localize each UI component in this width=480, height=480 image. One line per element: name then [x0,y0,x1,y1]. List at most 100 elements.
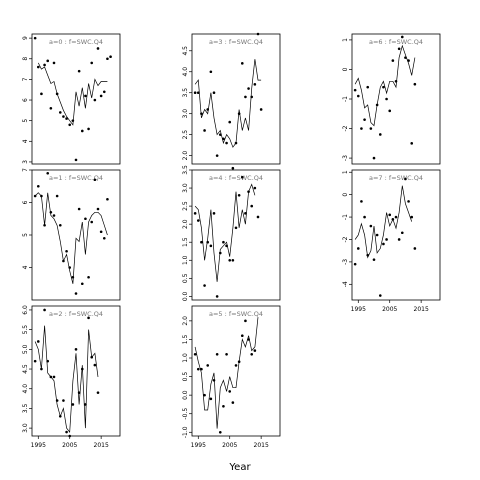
data-point [40,92,43,96]
data-point [388,109,392,113]
data-point [253,83,257,86]
data-point [397,238,401,241]
data-point [360,127,363,130]
data-point [222,240,225,244]
y-tick-label: 4.0 [22,384,29,394]
data-point [96,47,100,50]
y-tick-label: 1 [342,170,349,174]
data-point [372,156,376,160]
data-point [397,47,401,51]
y-tick-label: 4 [22,265,29,269]
x-tick-label: 2005 [382,306,397,313]
data-point [247,87,250,90]
data-point [240,334,244,338]
data-point [413,82,417,86]
data-point [68,266,72,269]
data-point [228,120,232,124]
data-point [52,61,56,65]
panel-title: a=1 : f=SWC.Q4 [49,174,103,182]
data-point [231,258,235,262]
data-point [77,69,81,73]
data-point [80,129,84,133]
y-tick-label: -4 [342,281,349,287]
y-tick-label: 3.5 [22,403,29,413]
y-tick-label: -3 [342,155,349,161]
y-tick-label: 5.5 [22,325,29,335]
data-point [36,340,40,343]
x-tick-label: 2005 [62,442,77,449]
data-point [49,210,53,214]
data-point [200,367,203,371]
data-point [43,63,46,67]
data-point [391,218,395,221]
data-point [58,415,62,418]
data-point [106,57,109,61]
data-point [240,62,244,65]
data-point [366,85,370,89]
data-point [244,95,247,99]
data-point [372,258,376,261]
data-point [234,364,238,367]
data-point [36,184,40,188]
data-point [206,108,210,111]
data-point [84,403,87,406]
data-point [356,94,360,98]
y-tick-label: 8 [22,57,29,61]
data-point [68,123,72,127]
y-tick-label: -2 [342,236,349,242]
data-point [382,85,385,89]
data-point [237,360,241,364]
data-point [231,401,235,404]
data-point [33,359,37,363]
data-point [46,359,50,363]
data-point [244,212,247,215]
data-point [102,236,106,240]
data-point [84,94,87,98]
data-point [356,247,360,250]
data-point [84,217,87,221]
y-tick-label: 7 [22,168,29,172]
panel-a4: a=4 : f=SWC.Q4 0.0 0.5 1.0 1.5 2.0 2.5 3.0 3.5 [182,165,281,301]
data-point [206,240,210,244]
data-point [410,215,414,219]
panel-title: a=0 : f=SWC.Q4 [49,38,103,46]
data-point [369,127,373,130]
data-point [212,212,216,215]
data-point [404,177,407,181]
panel-a1: a=1 : f=SWC.Q4 4 5 6 7 [22,168,121,301]
data-point [203,284,206,287]
data-point [394,79,398,83]
panel-frame [31,33,121,165]
data-point [247,190,250,193]
data-point [96,207,100,211]
data-point [404,56,407,59]
y-tick-label: 0.5 [182,372,189,382]
data-point [99,230,103,234]
panel-frame [351,33,441,165]
data-point [222,404,225,408]
data-point [49,375,53,379]
data-point [87,316,90,320]
y-tick-label: 5.0 [22,344,29,354]
data-point [77,207,81,211]
data-point [237,112,241,115]
y-tick-label: 3 [22,160,29,164]
data-point [43,308,46,312]
data-point [400,35,404,39]
trend-line [37,62,108,126]
y-tick-label: 1 [342,38,349,42]
data-point [209,70,213,74]
y-tick-label: 2.5 [182,130,189,140]
data-point [222,137,225,141]
panel-frame [351,169,441,301]
data-point [256,215,260,219]
data-point [375,233,379,237]
data-point [231,166,235,170]
data-point [388,213,392,217]
y-tick-label: 7 [22,77,29,81]
data-point [228,390,232,393]
data-point [80,367,84,371]
panel-a2: a=2 : f=SWC.Q4 3.0 3.5 4.0 4.5 5.0 5.5 6.0 1995 2… [22,305,121,449]
data-point [74,158,78,162]
data-point [52,214,56,217]
